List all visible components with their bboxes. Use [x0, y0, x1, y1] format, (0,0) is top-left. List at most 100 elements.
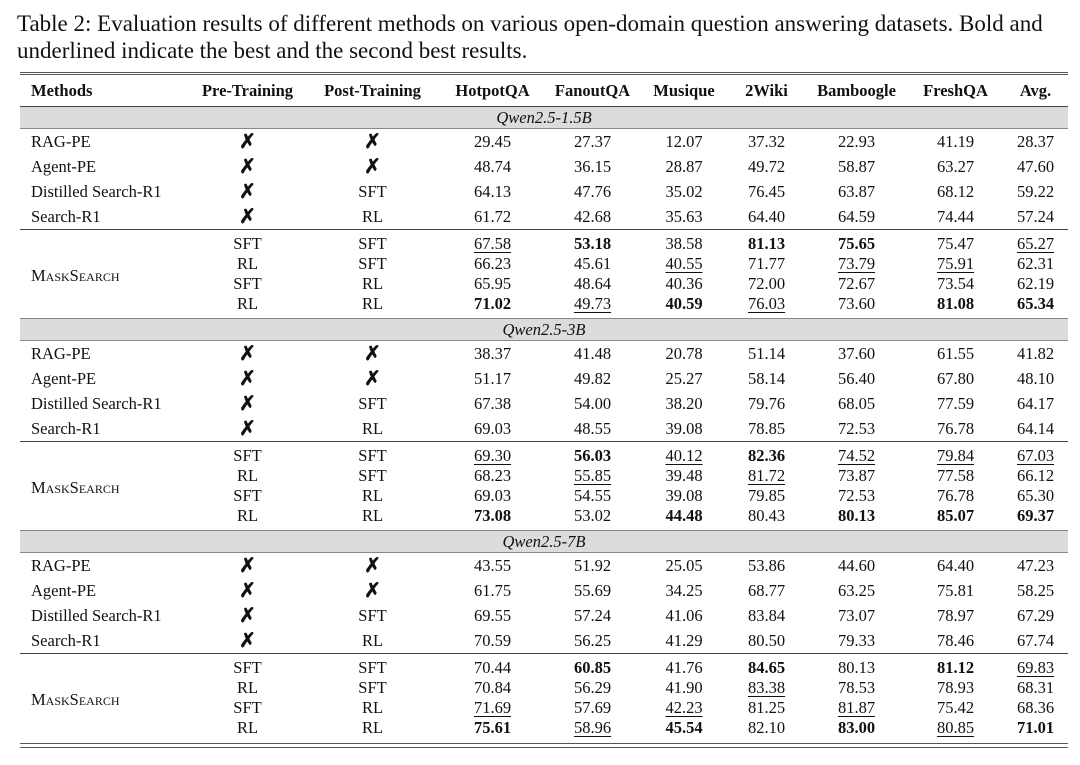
score-cell: 49.72 [747, 156, 786, 176]
score-cell: 73.60 [805, 294, 908, 319]
score-cell: 57.24 [1016, 206, 1055, 226]
score-value: 41.90 [665, 678, 703, 697]
post-training-cell: ✗ [364, 131, 381, 153]
table-caption: Table 2: Evaluation results of different… [17, 11, 1043, 63]
results-table: Methods Pre-Training Post-Training HotpotQA… [20, 72, 1068, 742]
score-cell: 28.87 [665, 156, 703, 176]
score-cell: 67.80 [936, 368, 975, 388]
score-value: 69.37 [1016, 506, 1055, 525]
score-cell: 67.38 [473, 393, 512, 413]
score-cell: 76.78 [936, 418, 975, 438]
table-row: SFT RL 65.95 48.64 40.36 72.00 72.67 73.54 62.19 [20, 274, 1068, 294]
pre-training-cell: RL [236, 718, 259, 737]
score-value: 84.65 [747, 658, 786, 677]
score-cell: 35.02 [665, 181, 703, 201]
score-cell: 40.36 [640, 274, 728, 294]
method-name: MaskSearch [20, 653, 190, 742]
score-cell: 75.61 [440, 718, 545, 742]
post-training-cell: SFT [358, 254, 387, 273]
table-row: RAG-PE ✗ ✗ 38.37 41.48 20.78 51.14 37.60 61.55 41… [20, 341, 1068, 367]
score-value: 45.54 [665, 718, 703, 737]
score-cell: 65.34 [1003, 294, 1068, 319]
score-cell: 64.40 [747, 206, 786, 226]
score-cell: 83.00 [805, 718, 908, 742]
score-cell: 70.84 [440, 678, 545, 698]
column-header: FanoutQA [545, 73, 640, 107]
table-row: RL RL 75.61 58.96 45.54 82.10 83.00 80.85 71.01 [20, 718, 1068, 742]
score-value: 73.60 [837, 294, 876, 313]
score-cell: 65.30 [1003, 486, 1068, 506]
score-cell: 80.13 [805, 653, 908, 678]
score-value: 78.93 [936, 678, 975, 697]
score-cell: 63.25 [837, 580, 876, 600]
score-cell: 83.84 [747, 605, 786, 625]
score-cell: 71.02 [440, 294, 545, 319]
method-name: Search-R1 [31, 418, 101, 438]
score-cell: 68.23 [440, 466, 545, 486]
method-name: Distilled Search-R1 [31, 393, 162, 413]
score-value: 79.84 [936, 446, 975, 465]
score-value: 73.08 [473, 506, 512, 525]
score-cell: 77.58 [908, 466, 1003, 486]
table-row: MaskSearch SFT SFT 67.58 53.18 38.58 81.13 75.6… [20, 229, 1068, 319]
score-value: 62.19 [1016, 274, 1055, 293]
score-cell: 64.59 [837, 206, 876, 226]
score-cell: 69.55 [473, 605, 512, 625]
score-cell: 12.07 [665, 131, 703, 151]
score-cell: 81.13 [728, 229, 805, 254]
score-cell: 58.14 [747, 368, 786, 388]
score-cell: 41.19 [936, 131, 975, 151]
score-value: 80.13 [837, 506, 876, 525]
score-cell: 37.32 [747, 131, 786, 151]
column-header: Methods [20, 73, 190, 107]
score-cell: 57.69 [545, 698, 640, 718]
score-value: 80.13 [837, 658, 876, 677]
table-row: Search-R1 ✗ RL 69.03 48.55 39.08 78.85 72.53 76.… [20, 416, 1068, 442]
score-cell: 74.52 [805, 441, 908, 466]
score-cell: 82.36 [728, 441, 805, 466]
header-row: Methods Pre-Training Post-Training HotpotQA… [20, 73, 1068, 107]
score-cell: 44.60 [837, 555, 876, 575]
pre-training-cell: ✗ [239, 418, 256, 440]
score-cell: 68.31 [1003, 678, 1068, 698]
column-header: Post-Training [305, 73, 440, 107]
score-cell: 75.81 [936, 580, 975, 600]
post-training-cell: SFT [358, 466, 387, 485]
score-cell: 51.17 [473, 368, 512, 388]
score-cell: 67.74 [1016, 630, 1055, 650]
score-cell: 61.72 [473, 206, 512, 226]
score-cell: 28.37 [1016, 131, 1055, 151]
score-cell: 81.12 [908, 653, 1003, 678]
pre-training-cell: ✗ [239, 343, 256, 365]
pre-training-cell: SFT [233, 274, 262, 293]
score-value: 80.85 [936, 718, 975, 737]
score-cell: 60.85 [545, 653, 640, 678]
score-cell: 58.25 [1016, 580, 1055, 600]
score-cell: 56.29 [545, 678, 640, 698]
score-cell: 20.78 [665, 343, 703, 363]
score-value: 40.55 [665, 254, 703, 273]
score-cell: 57.24 [573, 605, 612, 625]
post-training-cell: RL [361, 630, 384, 650]
table-row: Search-R1 ✗ RL 61.72 42.68 35.63 64.40 64.59 74.… [20, 204, 1068, 230]
score-cell: 68.05 [837, 393, 876, 413]
pre-training-cell: ✗ [239, 156, 256, 178]
table-row: RL RL 71.02 49.73 40.59 76.03 73.60 81.08 65.34 [20, 294, 1068, 319]
score-value: 80.43 [747, 506, 786, 525]
score-cell: 67.29 [1016, 605, 1055, 625]
post-training-cell: ✗ [364, 156, 381, 178]
score-cell: 39.08 [640, 486, 728, 506]
score-cell: 83.38 [728, 678, 805, 698]
score-cell: 54.55 [545, 486, 640, 506]
score-cell: 70.59 [473, 630, 512, 650]
score-value: 83.38 [747, 678, 786, 697]
score-cell: 70.44 [440, 653, 545, 678]
pre-training-cell: ✗ [239, 181, 256, 203]
score-cell: 40.55 [640, 254, 728, 274]
score-cell: 38.37 [473, 343, 512, 363]
score-value: 76.78 [936, 486, 975, 505]
score-value: 72.53 [837, 486, 876, 505]
score-value: 69.83 [1016, 658, 1055, 677]
table-row: Search-R1 ✗ RL 70.59 56.25 41.29 80.50 79.33 78.… [20, 628, 1068, 654]
score-cell: 53.86 [747, 555, 786, 575]
